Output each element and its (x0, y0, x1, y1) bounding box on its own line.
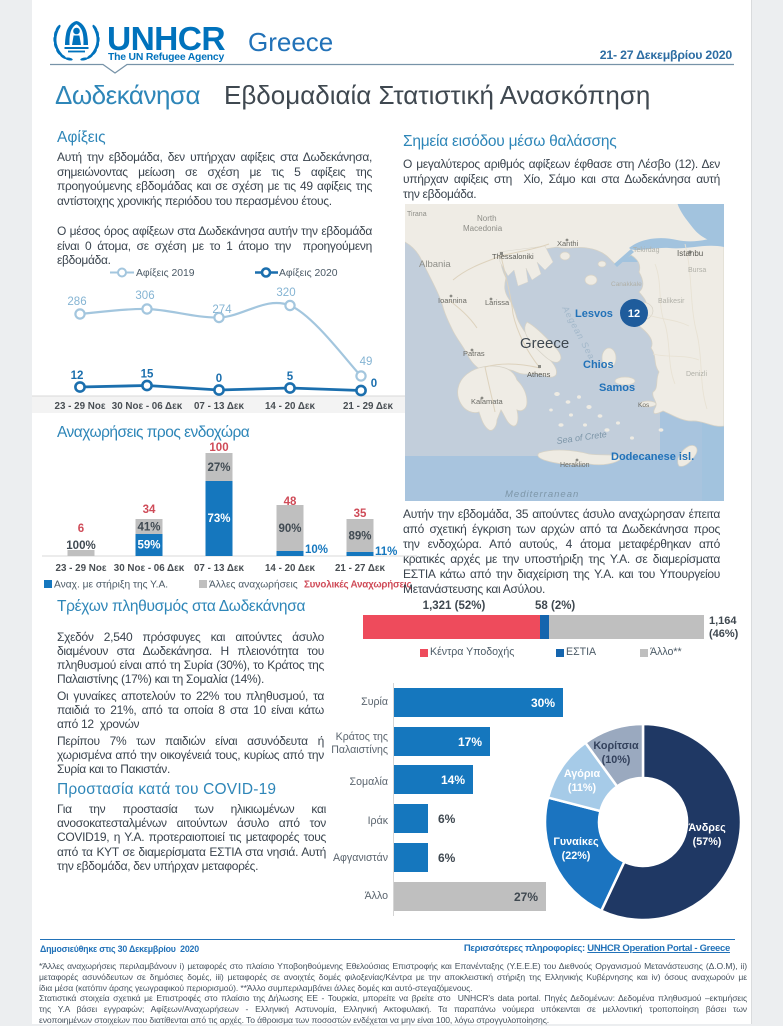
svg-text:Κορίτσια: Κορίτσια (593, 740, 639, 752)
svg-text:Samos: Samos (599, 382, 635, 394)
svg-text:14 - 20 Δεκ: 14 - 20 Δεκ (265, 401, 316, 412)
svg-text:Kalamata: Kalamata (471, 397, 504, 406)
svg-text:Γυναίκες: Γυναίκες (553, 836, 599, 848)
svg-text:10%: 10% (305, 544, 328, 556)
svg-text:Άνδρες: Άνδρες (688, 822, 726, 834)
svg-text:30%: 30% (531, 696, 555, 710)
svg-text:12: 12 (628, 308, 640, 320)
svg-text:(10%): (10%) (602, 754, 631, 766)
svg-text:27%: 27% (207, 462, 230, 474)
svg-text:11%: 11% (375, 546, 397, 558)
svg-text:07 - 13 Δεκ: 07 - 13 Δεκ (194, 401, 245, 412)
svg-text:Athens: Athens (527, 370, 551, 379)
svg-text:6%: 6% (438, 851, 456, 865)
svg-text:274: 274 (212, 304, 232, 316)
svg-text:Ioannina: Ioannina (438, 296, 468, 305)
svg-text:49: 49 (360, 356, 373, 368)
svg-text:100: 100 (209, 442, 228, 454)
svg-text:Tekirdag: Tekirdag (633, 247, 660, 254)
svg-text:34: 34 (143, 504, 156, 516)
svg-text:Lesvos: Lesvos (575, 308, 613, 320)
svg-text:(22%): (22%) (562, 850, 591, 862)
svg-text:27%: 27% (514, 890, 538, 904)
svg-text:59%: 59% (137, 540, 160, 552)
svg-text:Balikesir: Balikesir (658, 298, 685, 305)
svg-text:6%: 6% (438, 812, 456, 826)
svg-text:12: 12 (71, 370, 84, 382)
svg-text:286: 286 (67, 296, 86, 308)
svg-text:14%: 14% (441, 773, 465, 787)
svg-text:320: 320 (276, 287, 295, 299)
svg-text:90%: 90% (278, 523, 301, 535)
svg-text:Bursa: Bursa (688, 267, 706, 274)
svg-text:Patras: Patras (463, 349, 485, 358)
svg-text:Άλλες αναχωρήσεις: Άλλες αναχωρήσεις (209, 579, 298, 591)
svg-text:Αναχ. με στήριξη της Υ.Α.: Αναχ. με στήριξη της Υ.Α. (54, 579, 168, 591)
svg-text:89%: 89% (348, 531, 371, 543)
svg-text:14 - 20 Δεκ: 14 - 20 Δεκ (265, 563, 316, 574)
svg-text:15: 15 (141, 369, 154, 381)
svg-text:Larissa: Larissa (485, 298, 510, 307)
svg-text:23 - 29 Νοε: 23 - 29 Νοε (55, 401, 106, 412)
svg-text:35: 35 (354, 508, 367, 520)
svg-text:Denizli: Denizli (686, 371, 707, 378)
svg-text:(57%): (57%) (693, 836, 722, 848)
svg-text:Heraklion: Heraklion (560, 462, 590, 469)
svg-text:21 - 29 Δεκ: 21 - 29 Δεκ (343, 401, 394, 412)
svg-text:0: 0 (371, 378, 377, 390)
svg-text:North: North (477, 214, 497, 223)
svg-text:Thessaloniki: Thessaloniki (492, 252, 534, 261)
svg-text:41%: 41% (137, 522, 160, 534)
svg-text:Αφίξεις 2020: Αφίξεις 2020 (279, 267, 338, 279)
svg-text:Αγόρια: Αγόρια (564, 768, 601, 780)
svg-text:0: 0 (216, 373, 222, 385)
svg-text:30 Νοε - 06 Δεκ: 30 Νοε - 06 Δεκ (112, 401, 183, 412)
svg-text:UNHCR: UNHCR (107, 21, 225, 58)
svg-text:(11%): (11%) (568, 782, 597, 794)
svg-text:Αφίξεις 2019: Αφίξεις 2019 (136, 267, 195, 279)
svg-text:Συνολικές Αναχωρήσεις: Συνολικές Αναχωρήσεις (304, 580, 412, 591)
svg-text:Kos: Kos (638, 402, 650, 409)
svg-text:6: 6 (78, 523, 84, 535)
svg-text:23 - 29 Νοε: 23 - 29 Νοε (56, 563, 107, 574)
svg-text:Albania: Albania (419, 259, 451, 270)
svg-text:48: 48 (284, 496, 297, 508)
svg-text:Tirana: Tirana (407, 211, 427, 218)
svg-text:Greece: Greece (520, 335, 569, 352)
svg-text:30 Νοε - 06 Δεκ: 30 Νοε - 06 Δεκ (114, 563, 185, 574)
svg-text:Chios: Chios (583, 359, 614, 371)
svg-text:100%: 100% (66, 540, 95, 552)
svg-text:Istanbu: Istanbu (677, 249, 703, 258)
svg-text:73%: 73% (207, 513, 230, 525)
svg-text:Xanthi: Xanthi (557, 239, 579, 248)
svg-text:Mediterranean: Mediterranean (505, 489, 579, 500)
svg-text:5: 5 (287, 371, 294, 383)
svg-text:The UN Refugee Agency: The UN Refugee Agency (108, 52, 225, 62)
svg-text:21 - 27 Δεκ: 21 - 27 Δεκ (335, 563, 386, 574)
svg-text:306: 306 (135, 290, 154, 302)
svg-text:17%: 17% (458, 735, 482, 749)
svg-text:07 - 13 Δεκ: 07 - 13 Δεκ (194, 563, 245, 574)
svg-text:Macedonia: Macedonia (463, 224, 503, 233)
svg-text:Dodecanese isl.: Dodecanese isl. (611, 451, 694, 463)
svg-text:Canakkale: Canakkale (611, 281, 642, 288)
